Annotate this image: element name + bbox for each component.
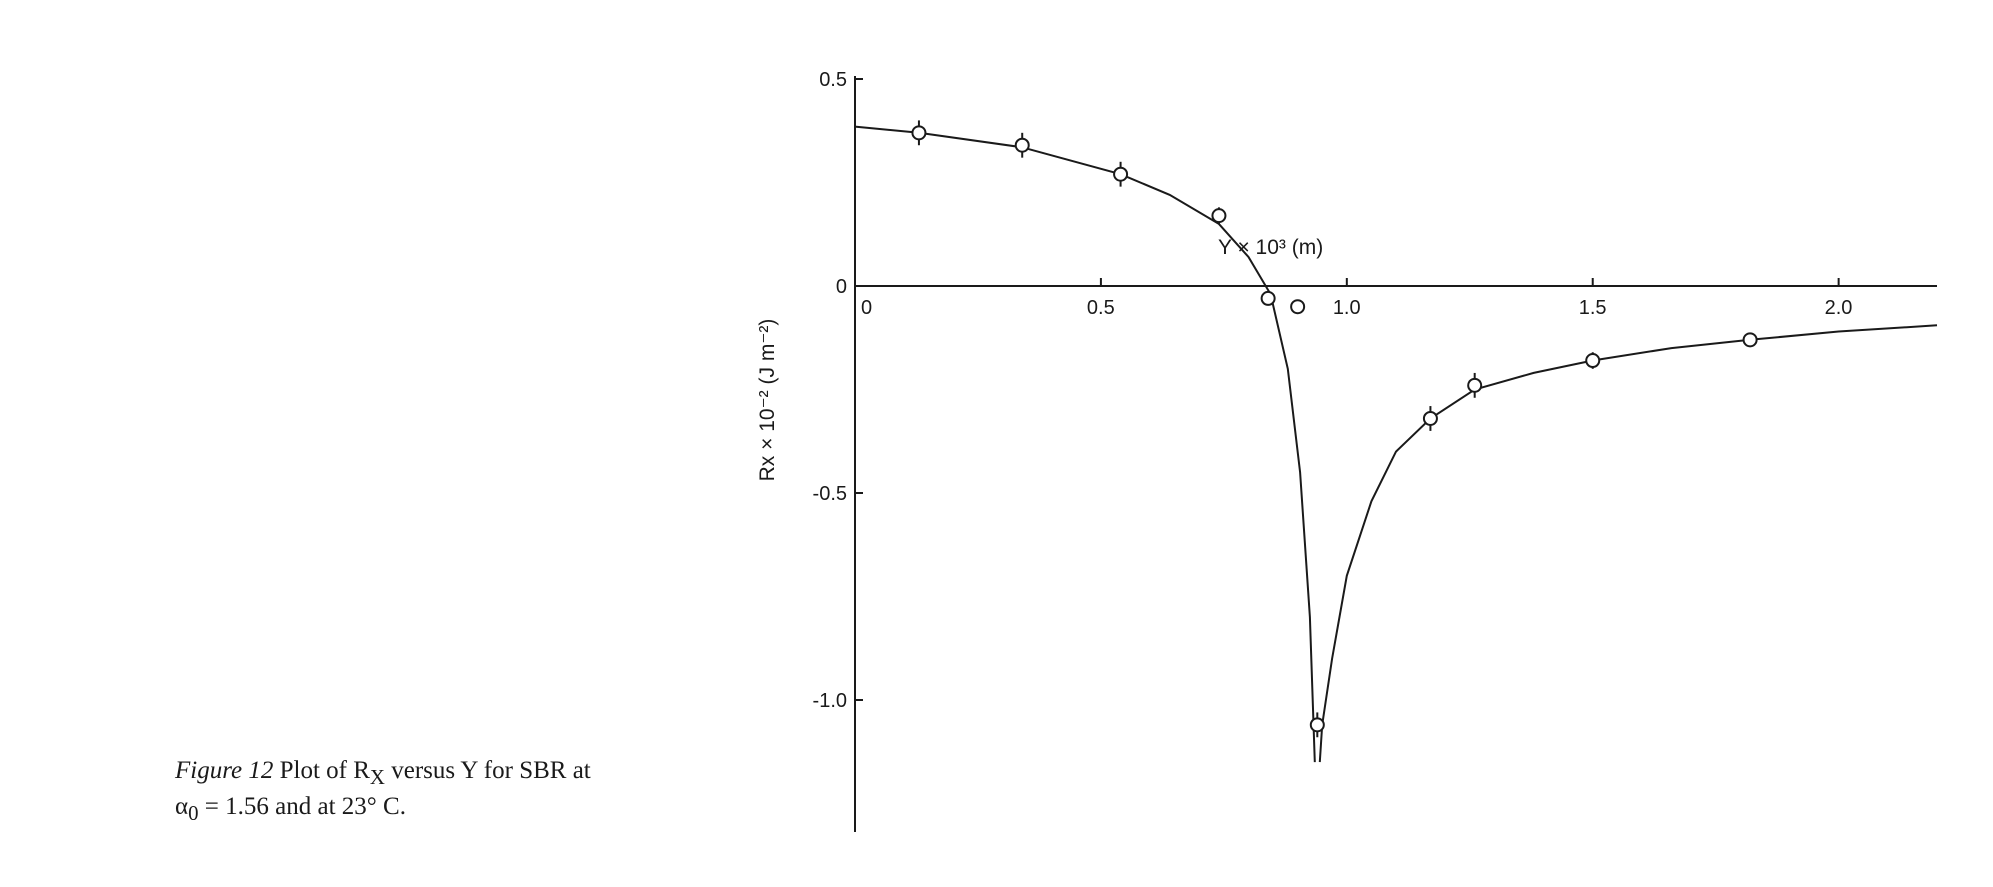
point-marker bbox=[1467, 377, 1483, 393]
point-marker bbox=[1309, 717, 1325, 733]
fit-curve-right bbox=[1318, 324, 1938, 763]
point-marker bbox=[1211, 208, 1227, 224]
data-point bbox=[1585, 352, 1601, 369]
point-marker bbox=[1290, 299, 1306, 315]
caption-text: Plot of R bbox=[279, 757, 370, 784]
y-axis-label: Rx × 10⁻² (J m⁻²) bbox=[756, 319, 779, 482]
fit-curves bbox=[854, 125, 1938, 763]
caption-text-2: versus Y for SBR at α bbox=[175, 757, 591, 820]
caption-sub-2: 0 bbox=[188, 801, 199, 825]
caption-sub: X bbox=[369, 765, 385, 789]
point-marker bbox=[1585, 353, 1601, 369]
ticks: 0 0.5 1.0 1.5 2.0 0.5 0 -0.5 -1.0 bbox=[813, 69, 1853, 712]
data-point bbox=[1260, 290, 1276, 306]
x-tick-label: 0 bbox=[861, 297, 872, 319]
data-point bbox=[1113, 161, 1129, 187]
y-tick-label: 0 bbox=[836, 276, 847, 298]
data-point bbox=[1422, 406, 1438, 431]
caption-text-3: = 1.56 and at 23° C. bbox=[198, 793, 406, 820]
figure-caption: Figure 12 Plot of RX versus Y for SBR at… bbox=[175, 756, 615, 828]
point-marker bbox=[1422, 410, 1438, 426]
data-point bbox=[911, 120, 927, 146]
point-marker bbox=[911, 125, 927, 141]
fit-curve-left bbox=[854, 125, 1316, 763]
axes bbox=[854, 76, 1937, 832]
data-point bbox=[1742, 332, 1758, 348]
data-point bbox=[1309, 712, 1325, 738]
x-tick-label: 2.0 bbox=[1825, 297, 1853, 319]
data-point bbox=[1290, 299, 1306, 315]
x-tick-label: 1.0 bbox=[1333, 297, 1361, 319]
figure-number: Figure 12 bbox=[175, 757, 274, 784]
point-marker bbox=[1742, 332, 1758, 348]
y-tick-label: 0.5 bbox=[819, 69, 847, 91]
x-axis-label: Y × 10³ (m) bbox=[1218, 236, 1323, 259]
x-tick-label: 1.5 bbox=[1579, 297, 1607, 319]
data-point bbox=[1014, 132, 1030, 158]
y-tick-label: -1.0 bbox=[813, 690, 847, 712]
data-points bbox=[911, 120, 1758, 738]
data-point bbox=[1467, 372, 1483, 398]
point-marker bbox=[1260, 290, 1276, 306]
y-tick-label: -0.5 bbox=[813, 483, 847, 505]
x-tick-label: 0.5 bbox=[1087, 297, 1115, 319]
data-point bbox=[1211, 207, 1227, 224]
point-marker bbox=[1113, 166, 1129, 182]
point-marker bbox=[1014, 137, 1030, 153]
